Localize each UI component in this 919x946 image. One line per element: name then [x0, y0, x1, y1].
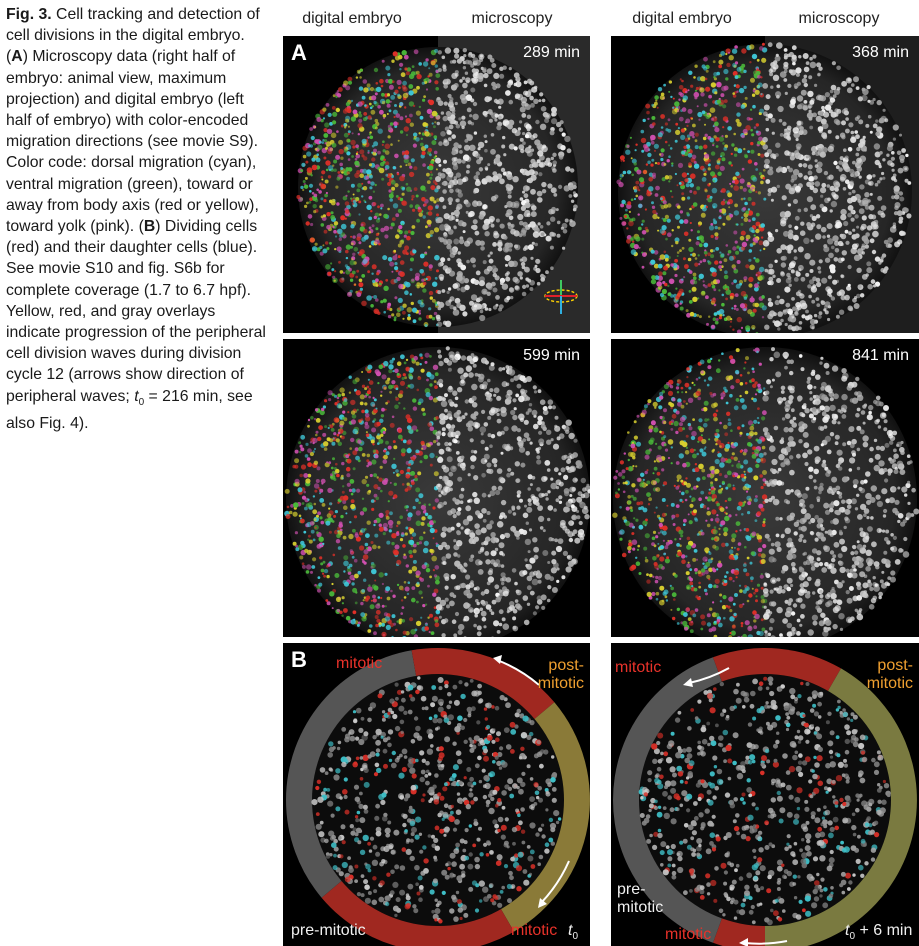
division-panel-t0: B mitotic post- mitotic pre-mitotic mito…: [283, 643, 590, 946]
label-mitotic-top: mitotic: [336, 655, 383, 672]
label-mitotic-bottom: mitotic: [665, 926, 712, 943]
caption-a-label: A: [11, 48, 23, 66]
division-image-t6: [613, 648, 917, 946]
panel-a-letter: A: [291, 40, 307, 65]
column-header-digital-embryo-left: digital embryo: [302, 10, 402, 27]
timestamp-599: 599 min: [523, 347, 580, 364]
embryo-image-599: [284, 346, 590, 637]
embryo-image-289: [296, 36, 590, 333]
label-mitotic-top: mitotic: [615, 659, 662, 676]
embryo-panel-599: 599 min: [283, 339, 590, 637]
caption-t0-symbol: t: [134, 387, 139, 405]
label-pre-mitotic: pre-mitotic: [291, 922, 366, 939]
embryo-panel-368: 368 min: [611, 36, 919, 333]
axis-glyph-icon: [544, 280, 578, 314]
time-label-t0: t0: [568, 922, 578, 946]
embryo-image-368: [616, 36, 919, 333]
caption-a-text: Microscopy data (right half of embryo: a…: [6, 48, 259, 236]
column-header-microscopy-right: microscopy: [798, 10, 880, 27]
column-header-microscopy-left: microscopy: [471, 10, 553, 27]
time-label-t0-plus-6: t0 + 6 min: [845, 922, 912, 946]
caption-b-text-2: = 216 min, see also Fig. 4).: [6, 387, 253, 433]
label-post-mitotic: post- mitotic: [537, 657, 584, 692]
timestamp-289: 289 min: [523, 44, 580, 61]
label-mitotic-bottom: mitotic: [511, 922, 558, 939]
time-subscript: 0: [572, 931, 579, 943]
division-panel-t6: mitotic post- mitotic pre- mitotic mitot…: [611, 643, 919, 946]
figure-caption: Fig. 3. Cell tracking and detection of c…: [6, 6, 266, 433]
caption-b-text-1: Dividing cells (red) and their daughter …: [6, 218, 266, 405]
time-subscript: 0: [849, 931, 856, 943]
time-symbol: t: [845, 922, 850, 939]
embryo-panel-289: A 289 min: [283, 36, 590, 333]
column-header-digital-embryo-right: digital embryo: [632, 10, 732, 27]
caption-b-label: B: [143, 218, 156, 236]
figure-title: Cell tracking and detection of cell divi…: [6, 6, 260, 45]
figure-label: Fig. 3.: [6, 6, 52, 23]
embryo-image-841: [612, 347, 919, 637]
timestamp-368: 368 min: [852, 44, 909, 61]
time-symbol: t: [568, 922, 573, 939]
division-image-t0: [286, 647, 590, 946]
embryo-panel-841: 841 min: [611, 339, 919, 637]
panel-b-letter: B: [291, 647, 307, 672]
caption-t0-sub: 0: [138, 396, 145, 408]
label-post-mitotic: post- mitotic: [866, 657, 913, 692]
time-suffix: + 6 min: [859, 922, 913, 939]
timestamp-841: 841 min: [852, 347, 909, 364]
label-pre-mitotic: pre- mitotic: [617, 881, 664, 916]
